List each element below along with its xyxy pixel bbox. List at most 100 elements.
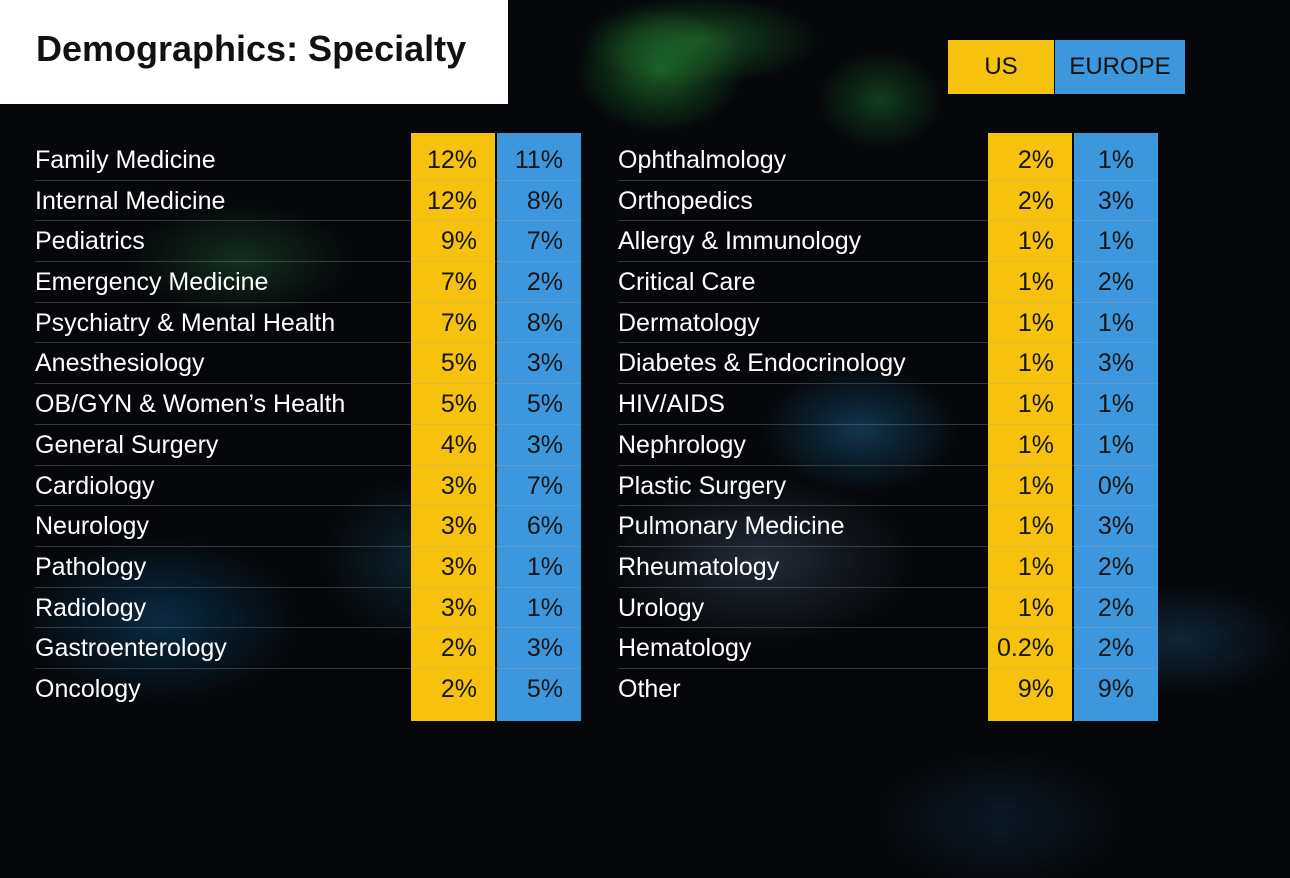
title-panel: Demographics: Specialty [0, 0, 508, 104]
table-row: Rheumatology 1% 2% [618, 547, 1158, 588]
specialty-label: Rheumatology [618, 552, 780, 581]
specialty-label: Psychiatry & Mental Health [35, 308, 336, 337]
us-value: 2% [1017, 186, 1054, 215]
specialty-label: Pediatrics [35, 227, 145, 256]
europe-value: 8% [526, 186, 563, 215]
us-value: 1% [1017, 512, 1054, 541]
table-row: Psychiatry & Mental Health 7% 8% [35, 303, 581, 344]
europe-value: 1% [1097, 227, 1134, 256]
us-value: 0.2% [997, 634, 1054, 663]
table-row: Pediatrics 9% 7% [35, 221, 581, 263]
table-row: Neurology 3% 6% [35, 506, 581, 547]
table-row: Ophthalmology 2% 1% [618, 140, 1158, 181]
legend-us: US [948, 40, 1054, 94]
us-value: 1% [1017, 349, 1054, 378]
europe-value: 3% [526, 634, 563, 663]
us-value: 1% [1017, 268, 1054, 297]
table-row: OB/GYN & Women’s Health 5% 5% [35, 384, 581, 425]
table-row: Allergy & Immunology 1% 1% [618, 221, 1158, 263]
table-row: Plastic Surgery 1% 0% [618, 466, 1158, 507]
table-row: Internal Medicine 12% 8% [35, 181, 581, 222]
europe-value: 9% [1097, 674, 1134, 703]
europe-value: 0% [1097, 471, 1134, 500]
specialty-label: Hematology [618, 634, 752, 663]
specialty-label: Urology [618, 593, 705, 622]
specialty-label: Emergency Medicine [35, 268, 269, 297]
specialty-label: Diabetes & Endocrinology [618, 349, 906, 378]
table-row: Anesthesiology 5% 3% [35, 343, 581, 385]
specialty-label: OB/GYN & Women’s Health [35, 390, 346, 419]
table-row: HIV/AIDS 1% 1% [618, 384, 1158, 425]
europe-value: 2% [1097, 634, 1134, 663]
specialty-label: Orthopedics [618, 186, 753, 215]
us-value: 9% [1017, 674, 1054, 703]
table-row: Orthopedics 2% 3% [618, 181, 1158, 222]
specialty-label: HIV/AIDS [618, 390, 725, 419]
legend-europe: EUROPE [1055, 40, 1185, 94]
specialty-label: Pulmonary Medicine [618, 512, 845, 541]
europe-value: 1% [1097, 146, 1134, 174]
europe-value: 8% [526, 308, 563, 337]
europe-value: 3% [526, 349, 563, 378]
specialty-label: Pathology [35, 552, 147, 581]
europe-column-band-right [1074, 133, 1158, 721]
table-row: Pulmonary Medicine 1% 3% [618, 506, 1158, 547]
table-row: Urology 1% 2% [618, 588, 1158, 629]
us-value: 2% [1017, 146, 1054, 174]
table-row: Pathology 3% 1% [35, 547, 581, 588]
table-row: Oncology 2% 5% [35, 669, 581, 710]
table-row: Hematology 0.2% 2% [618, 628, 1158, 669]
table-row: Family Medicine 12% 11% [35, 140, 581, 181]
us-value: 7% [440, 268, 477, 297]
us-value: 1% [1017, 471, 1054, 500]
us-value: 1% [1017, 430, 1054, 459]
europe-value: 7% [526, 227, 563, 256]
specialty-label: Radiology [35, 593, 147, 622]
us-value: 3% [440, 512, 477, 541]
europe-value: 3% [1097, 512, 1134, 541]
us-value: 2% [440, 674, 477, 703]
us-value: 7% [440, 308, 477, 337]
table-row: Gastroenterology 2% 3% [35, 628, 581, 669]
specialty-table-left: Family Medicine 12% 11% Internal Medicine 12… [35, 140, 581, 710]
table-row: Radiology 3% 1% [35, 588, 581, 629]
table-row: Emergency Medicine 7% 2% [35, 262, 581, 303]
europe-value: 2% [1097, 268, 1134, 297]
europe-value: 2% [526, 268, 563, 297]
us-value: 1% [1017, 390, 1054, 419]
europe-value: 6% [526, 512, 563, 541]
us-value: 3% [440, 552, 477, 581]
europe-value: 11% [514, 146, 563, 174]
us-value: 3% [440, 593, 477, 622]
specialty-label: Cardiology [35, 471, 155, 500]
us-value: 12% [426, 186, 477, 215]
specialty-label: Other [618, 674, 681, 703]
table-row: Diabetes & Endocrinology 1% 3% [618, 343, 1158, 385]
europe-value: 5% [526, 674, 563, 703]
specialty-label: Critical Care [618, 268, 756, 297]
specialty-label: Dermatology [618, 308, 760, 337]
table-row: Dermatology 1% 1% [618, 303, 1158, 344]
us-value: 9% [440, 227, 477, 256]
us-column-band-right [988, 133, 1072, 721]
us-value: 1% [1017, 308, 1054, 337]
europe-value: 1% [526, 593, 563, 622]
europe-value: 2% [1097, 593, 1134, 622]
table-row: Other 9% 9% [618, 669, 1158, 710]
us-value: 1% [1017, 593, 1054, 622]
specialty-label: Internal Medicine [35, 186, 226, 215]
specialty-label: Plastic Surgery [618, 471, 787, 500]
europe-value: 5% [526, 390, 563, 419]
europe-value: 2% [1097, 552, 1134, 581]
europe-value: 1% [526, 552, 563, 581]
us-column-band-left [411, 133, 495, 721]
table-row: General Surgery 4% 3% [35, 425, 581, 466]
specialty-label: Gastroenterology [35, 634, 227, 663]
specialty-label: Family Medicine [35, 146, 216, 174]
us-value: 1% [1017, 552, 1054, 581]
us-value: 12% [426, 146, 477, 174]
table-row: Nephrology 1% 1% [618, 425, 1158, 466]
specialty-label: Anesthesiology [35, 349, 205, 378]
specialty-table-right: Ophthalmology 2% 1% Orthopedics 2% 3% Allergy … [618, 140, 1158, 710]
table-row: Critical Care 1% 2% [618, 262, 1158, 303]
